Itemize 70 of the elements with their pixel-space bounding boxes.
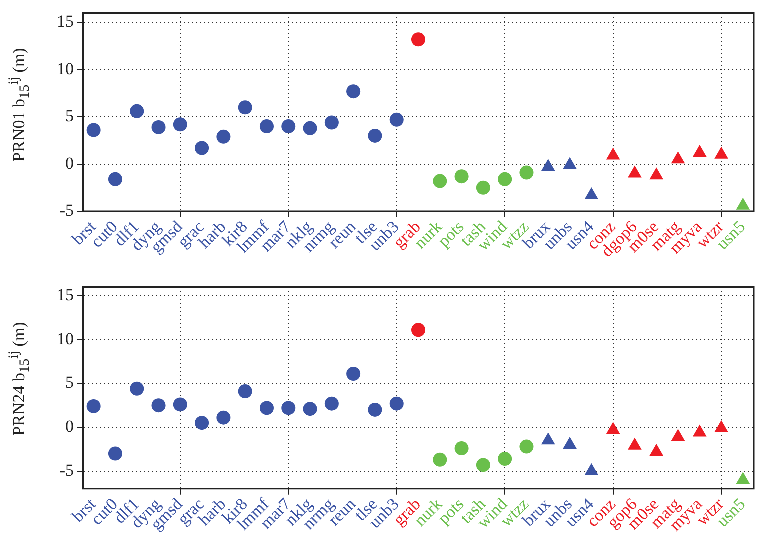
point (606, 422, 620, 434)
point (476, 180, 490, 195)
point (368, 128, 382, 143)
point (130, 104, 144, 118)
point (476, 458, 490, 472)
y-tick-label: 10 (57, 59, 74, 78)
y-tick-label: -5 (60, 460, 74, 480)
point (498, 452, 512, 466)
point (303, 402, 318, 416)
point (412, 323, 426, 338)
point (498, 172, 512, 186)
point (130, 382, 144, 396)
point (541, 432, 556, 445)
point (346, 367, 361, 382)
point (238, 100, 252, 115)
point (390, 112, 404, 127)
point (216, 130, 231, 144)
point (520, 440, 534, 454)
point (736, 198, 750, 210)
point (692, 424, 707, 437)
point (628, 438, 642, 450)
point (303, 121, 318, 136)
y-tick-label: 10 (57, 329, 74, 348)
point (368, 402, 382, 417)
point (563, 437, 577, 450)
y-tick-label: 5 (66, 106, 74, 126)
point (650, 444, 664, 456)
point (433, 174, 448, 188)
point (324, 116, 339, 130)
point (650, 168, 664, 180)
point (260, 401, 274, 416)
point (433, 452, 448, 467)
point (454, 170, 469, 184)
y-tick-label: -5 (60, 200, 74, 220)
point (714, 146, 728, 159)
point (736, 472, 750, 484)
point (606, 148, 620, 160)
point (520, 166, 534, 180)
point (108, 172, 122, 186)
point (108, 446, 122, 461)
point (671, 152, 686, 164)
point (584, 463, 599, 476)
point (173, 118, 188, 132)
point (390, 396, 404, 411)
point (671, 429, 686, 442)
point (238, 384, 252, 399)
y-tick-label: 15 (57, 12, 74, 32)
point (216, 410, 231, 425)
point (412, 32, 426, 47)
point (454, 442, 469, 456)
y-tick-label: 0 (66, 154, 74, 173)
point (260, 120, 274, 134)
point (282, 120, 296, 134)
point (86, 123, 101, 138)
point (541, 159, 556, 172)
point (324, 396, 339, 411)
y-tick-label: 5 (66, 373, 74, 392)
point (346, 84, 361, 99)
point (563, 157, 577, 170)
point (584, 187, 599, 200)
point (86, 399, 101, 414)
point (628, 166, 642, 178)
point (195, 141, 210, 156)
y-tick-label: 0 (66, 416, 74, 436)
point (282, 401, 296, 416)
point (152, 120, 166, 134)
point (173, 398, 188, 412)
point (152, 398, 166, 413)
point (195, 416, 210, 430)
y-tick-label: 15 (57, 285, 74, 304)
